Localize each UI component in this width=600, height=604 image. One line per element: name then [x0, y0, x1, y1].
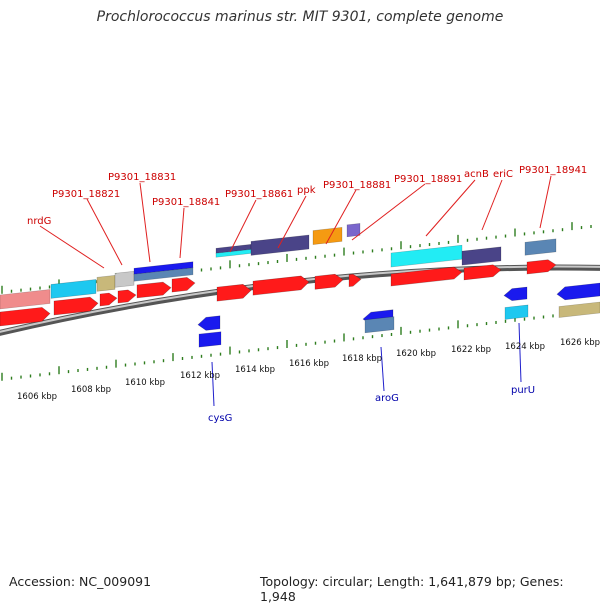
- scale-label: 1626 kbp: [560, 338, 600, 348]
- forward-gene: [99, 292, 118, 307]
- forward-gene: [117, 289, 137, 304]
- scale-label: 1608 kbp: [71, 385, 111, 395]
- forward-gene: [390, 266, 463, 287]
- scale-label: 1606 kbp: [17, 392, 57, 402]
- gene-label[interactable]: acnB: [464, 169, 489, 180]
- feature-tracks: [0, 223, 600, 348]
- gene-label[interactable]: aroG: [375, 393, 399, 404]
- gene-label[interactable]: P9301_18841: [152, 197, 220, 208]
- feature-block: [114, 270, 135, 288]
- map-title: Prochlorococcus marinus str. MIT 9301, c…: [96, 9, 504, 25]
- scale-label: 1614 kbp: [235, 365, 275, 375]
- gene-labels-reverse: cysG aroG purU: [208, 385, 535, 424]
- reverse-gene: [197, 315, 221, 331]
- gene-label[interactable]: nrdG: [27, 216, 51, 227]
- gene-label[interactable]: ppk: [297, 185, 316, 196]
- scale-label: 1624 kbp: [505, 342, 545, 352]
- forward-gene: [136, 281, 172, 299]
- forward-gene: [171, 277, 196, 293]
- forward-gene: [53, 296, 99, 316]
- forward-gene: [463, 264, 502, 281]
- gene-label[interactable]: P9301_18941: [519, 165, 587, 176]
- feature-block: [524, 238, 557, 256]
- reverse-gene: [503, 286, 528, 301]
- gene-label[interactable]: P9301_18861: [225, 189, 293, 200]
- feature-block: [558, 301, 600, 318]
- callout-lines: [39, 175, 552, 407]
- feature-block: [50, 279, 97, 299]
- gene-labels-forward: nrdG P9301_18821 P9301_18831 P9301_18841…: [27, 165, 587, 227]
- scale-label: 1622 kbp: [451, 345, 491, 355]
- forward-gene: [348, 273, 362, 287]
- scale-label: 1620 kbp: [396, 349, 436, 359]
- feature-block: [96, 275, 116, 292]
- feature-block: [312, 227, 343, 245]
- forward-gene: [252, 275, 310, 296]
- feature-block: [364, 316, 395, 334]
- feature-block: [0, 289, 51, 310]
- feature-block: [198, 331, 222, 348]
- gene-label[interactable]: P9301_18881: [323, 180, 391, 191]
- gene-label[interactable]: eriC: [493, 169, 513, 180]
- feature-block: [504, 304, 529, 320]
- scale-label: 1616 kbp: [289, 359, 329, 369]
- scale-label: 1612 kbp: [180, 371, 220, 381]
- reverse-gene: [556, 282, 600, 301]
- gene-label[interactable]: P9301_18891: [394, 174, 462, 185]
- gene-label[interactable]: purU: [511, 385, 535, 396]
- gene-label[interactable]: P9301_18831: [108, 172, 176, 183]
- accession-text: Accession: NC_009091: [9, 574, 152, 589]
- forward-gene: [526, 259, 557, 275]
- feature-block: [346, 223, 361, 238]
- scale-labels: 1606 kbp 1608 kbp 1610 kbp 1612 kbp 1614…: [17, 338, 600, 402]
- forward-gene: [216, 283, 252, 302]
- feature-block: [461, 246, 502, 266]
- gene-label[interactable]: P9301_18821: [52, 189, 120, 200]
- gene-label[interactable]: cysG: [208, 413, 232, 424]
- feature-block: [133, 267, 194, 282]
- forward-gene: [314, 273, 344, 290]
- forward-gene: [0, 307, 51, 327]
- scale-label: 1618 kbp: [342, 354, 382, 364]
- scale-label: 1610 kbp: [125, 378, 165, 388]
